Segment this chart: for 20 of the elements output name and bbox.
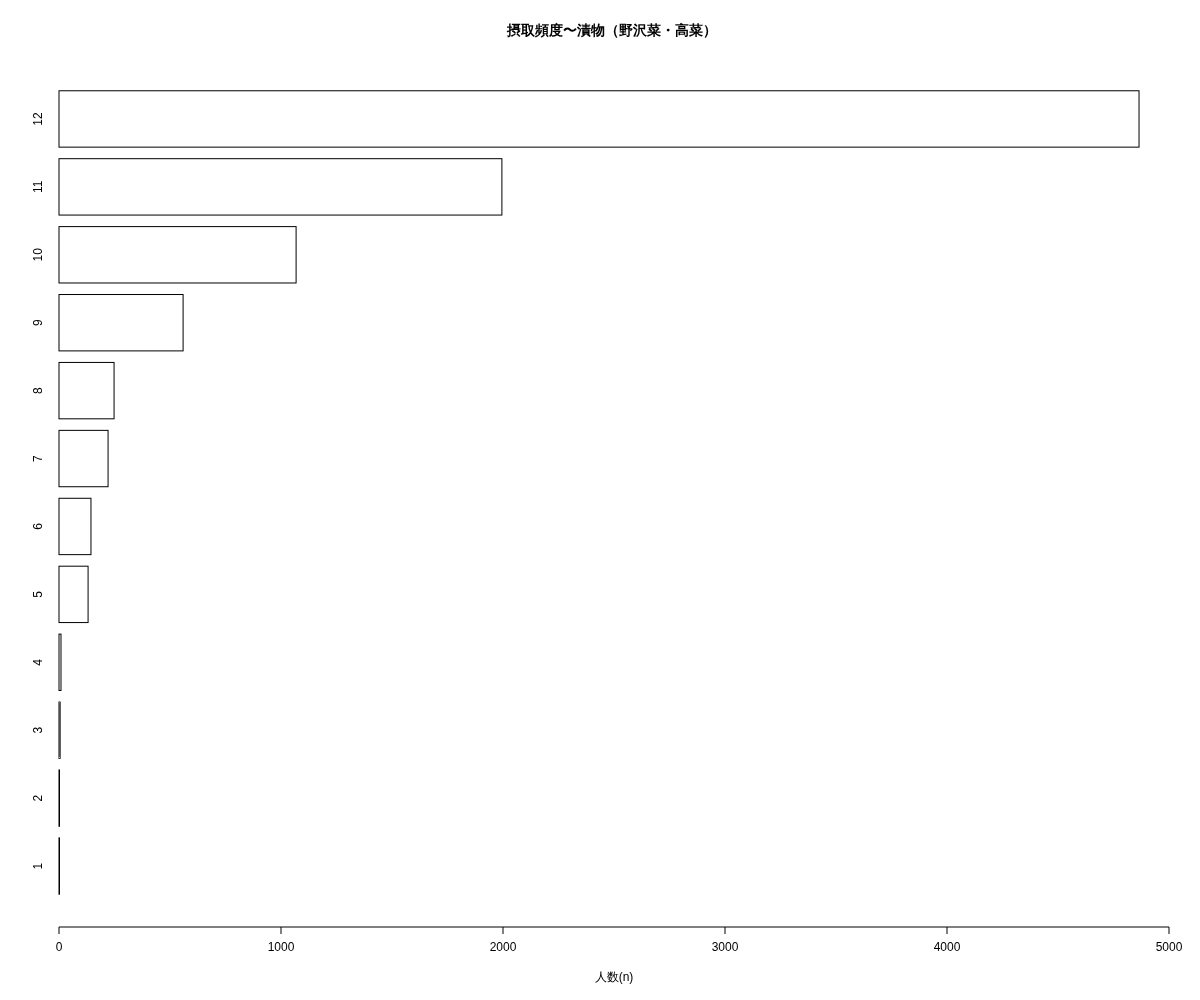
x-tick-label: 3000 bbox=[711, 940, 739, 954]
x-tick-label: 2000 bbox=[489, 940, 517, 954]
x-axis-title: 人数(n) bbox=[594, 970, 634, 984]
y-tick-label: 1 bbox=[31, 862, 45, 870]
y-tick-label: 7 bbox=[31, 454, 45, 462]
y-tick-label: 8 bbox=[31, 386, 45, 394]
y-tick-label: 5 bbox=[31, 590, 45, 598]
y-tick-label: 12 bbox=[31, 111, 45, 126]
y-tick-label: 3 bbox=[31, 726, 45, 734]
y-tick-label: 9 bbox=[31, 319, 45, 327]
y-tick-label: 10 bbox=[31, 247, 45, 262]
x-tick-label: 0 bbox=[55, 940, 63, 954]
y-tick-label: 2 bbox=[31, 794, 45, 802]
x-tick-label: 5000 bbox=[1155, 940, 1183, 954]
chart-title: 摂取頻度〜漬物（野沢菜・高菜） bbox=[506, 22, 717, 38]
x-tick-label: 4000 bbox=[933, 940, 961, 954]
x-tick-label: 1000 bbox=[267, 940, 295, 954]
y-tick-label: 4 bbox=[31, 658, 45, 666]
y-tick-label: 6 bbox=[31, 522, 45, 530]
y-tick-label: 11 bbox=[31, 180, 45, 194]
